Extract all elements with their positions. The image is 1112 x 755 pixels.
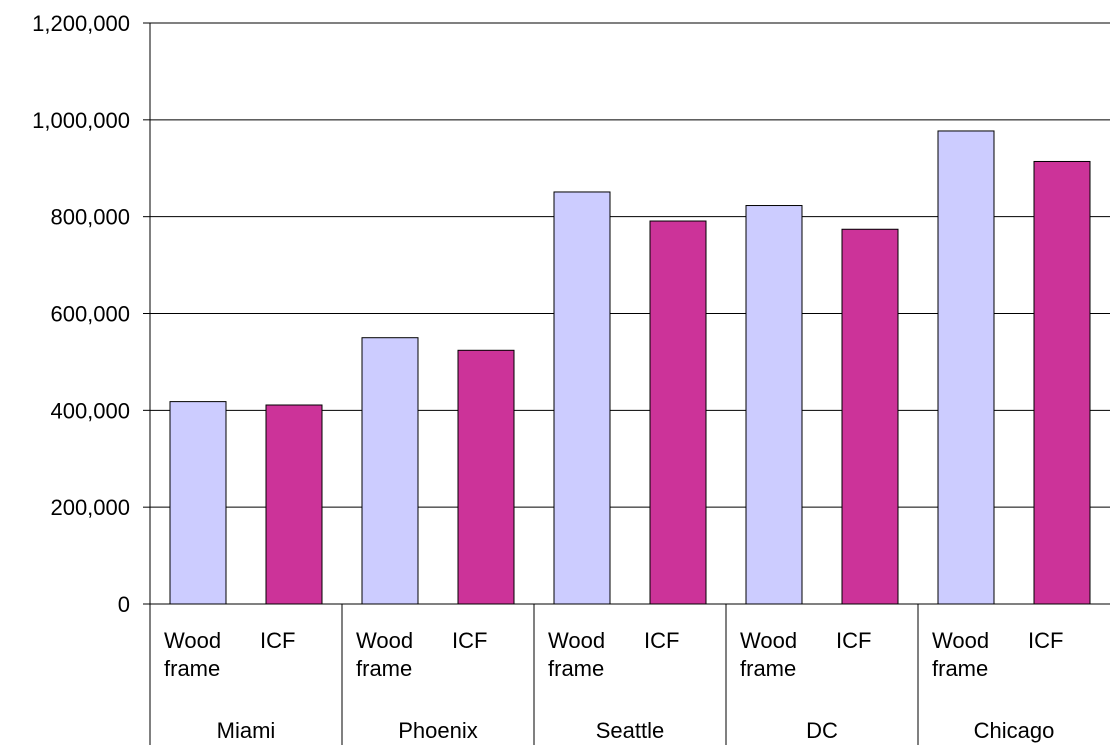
- bar: [361, 337, 419, 605]
- y-tick-label: 800,000: [50, 205, 130, 230]
- x-subcategory-label: Wood frame: [356, 628, 413, 681]
- y-tick-label: 1,000,000: [32, 108, 130, 133]
- bar: [265, 404, 323, 605]
- x-subcategory-label: ICF: [1028, 628, 1063, 653]
- bar: [745, 205, 803, 605]
- y-tick-label: 400,000: [50, 398, 130, 423]
- x-subcategory-label: Wood frame: [932, 628, 989, 681]
- x-group-label: Seattle: [596, 718, 665, 743]
- y-tick-label: 0: [118, 592, 130, 617]
- labels: 0 200,000 400,000 600,000 800,000 1,000,000 1,…: [32, 11, 1063, 743]
- x-group-label: Miami: [217, 718, 276, 743]
- axes: [143, 22, 1110, 745]
- x-group-label: Chicago: [974, 718, 1055, 743]
- bar: [937, 130, 995, 605]
- y-tick-label: 1,200,000: [32, 11, 130, 36]
- bar: [457, 349, 515, 605]
- bar: [841, 228, 899, 605]
- bars: [169, 130, 1091, 605]
- y-tick-label: 600,000: [50, 302, 130, 327]
- bar: [169, 401, 227, 605]
- x-subcategory-label: ICF: [644, 628, 679, 653]
- x-subcategory-label: Wood frame: [740, 628, 797, 681]
- x-group-label: DC: [806, 718, 838, 743]
- x-subcategory-label: ICF: [836, 628, 871, 653]
- y-tick-label: 200,000: [50, 495, 130, 520]
- x-subcategory-label: Wood frame: [164, 628, 221, 681]
- x-subcategory-label: ICF: [260, 628, 295, 653]
- x-subcategory-label: Wood frame: [548, 628, 605, 681]
- bar: [553, 191, 611, 605]
- bar: [1033, 160, 1091, 605]
- x-subcategory-label: ICF: [452, 628, 487, 653]
- x-group-label: Phoenix: [398, 718, 478, 743]
- bar: [649, 220, 707, 605]
